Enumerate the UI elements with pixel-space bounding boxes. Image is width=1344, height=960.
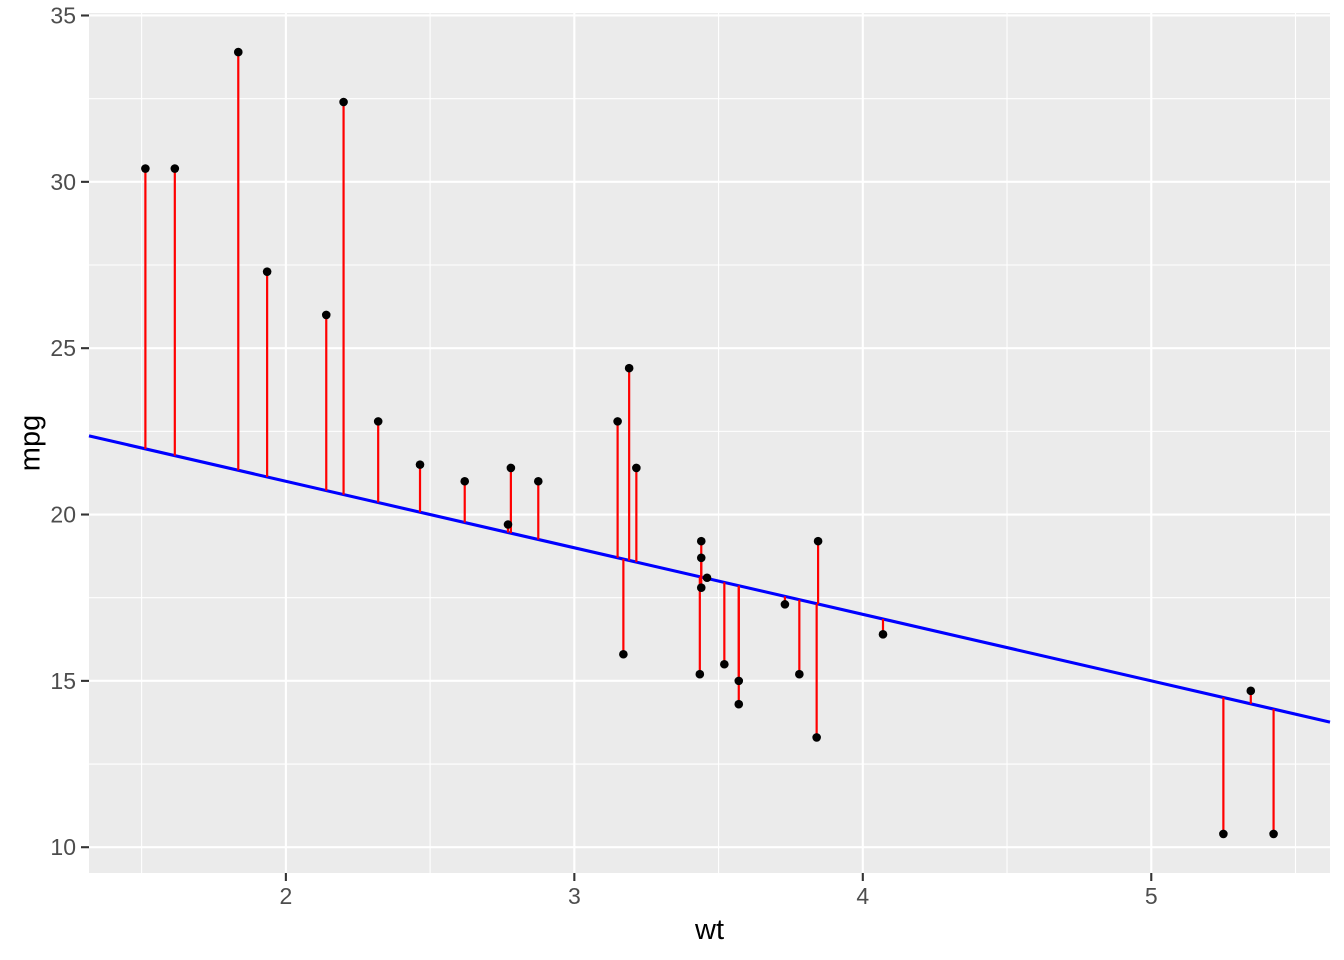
data-point [780,600,790,609]
data-point [632,463,641,473]
data-point [813,536,823,546]
y-tick-label: 30 [50,169,76,195]
x-tick-label: 5 [1145,883,1158,909]
y-tick-label: 15 [50,668,76,694]
x-tick-label: 2 [279,883,292,909]
data-point [1269,829,1278,839]
data-point [695,669,705,679]
data-point [170,164,180,173]
data-point [734,699,744,709]
data-point [415,460,425,469]
x-tick-label: 4 [856,883,869,909]
data-point [141,164,150,173]
data-point [262,267,272,276]
data-point [460,476,470,486]
y-axis-title: mpg [14,414,47,472]
data-point [613,417,622,426]
data-point [696,583,706,593]
data-point [1219,829,1228,839]
data-point [1246,686,1256,696]
x-axis-title: wt [695,914,724,946]
data-point [503,520,513,529]
data-point [624,363,634,373]
data-point [321,310,331,320]
panel-background [89,13,1330,873]
data-point [696,536,706,546]
data-point [702,573,712,583]
data-point [812,733,821,742]
data-point [533,476,543,486]
data-point [696,553,706,563]
data-point [339,97,348,107]
y-tick-label: 20 [50,502,76,528]
data-point [233,47,243,57]
y-tick-label: 25 [50,335,76,361]
data-point [795,669,804,679]
data-point [506,463,516,473]
y-tick-label: 35 [50,2,76,28]
data-point [878,629,888,639]
y-tick-label: 10 [50,834,76,860]
x-tick-label: 3 [568,883,581,909]
data-point [720,659,729,669]
data-point [373,417,383,426]
data-point [619,649,628,659]
data-point [734,676,744,686]
